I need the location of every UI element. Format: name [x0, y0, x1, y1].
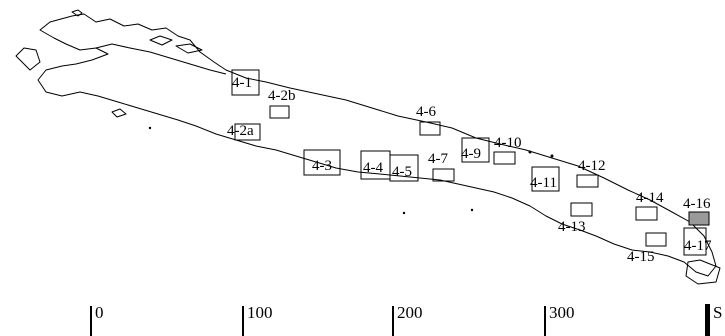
sheet-box	[683, 227, 707, 256]
sheet-box	[461, 137, 490, 163]
sheet-4-2a[interactable]: 4-2a	[227, 123, 261, 141]
sheet-box	[234, 123, 261, 141]
sheet-label: 4-17	[684, 238, 712, 254]
sheet-4-10[interactable]: 4-10	[493, 135, 522, 165]
sheet-label: 4-12	[578, 158, 606, 174]
sheet-box	[493, 151, 516, 165]
sheet-4-13[interactable]: 4-13	[558, 202, 593, 235]
sheet-label: 4-11	[530, 175, 557, 191]
islet-ne	[175, 43, 203, 54]
sheet-label: 4-2b	[268, 88, 296, 104]
island-outline	[37, 13, 717, 277]
scale-bar: 0 100 200 300 S	[90, 303, 722, 336]
sheet-box-shaded	[688, 211, 710, 226]
islet-dot	[528, 150, 532, 154]
sheet-label: 4-9	[461, 146, 481, 162]
sheet-label: 4-16	[683, 196, 711, 212]
islet-n	[149, 35, 173, 46]
islet-nw	[71, 9, 83, 17]
sheet-4-5[interactable]: 4-5	[389, 154, 419, 182]
sheet-box	[576, 174, 599, 188]
islet-se	[685, 259, 721, 285]
sheet-label: 4-4	[363, 160, 383, 176]
sheet-4-14[interactable]: 4-14	[635, 190, 664, 221]
sheet-label: 4-2a	[227, 123, 254, 139]
sheet-box	[635, 206, 658, 221]
sheet-4-15[interactable]: 4-15	[627, 232, 667, 265]
scale-label: S	[713, 303, 722, 322]
scale-label: 200	[397, 303, 423, 322]
scale-end-bar	[705, 304, 710, 336]
sheet-4-2b[interactable]: 4-2b	[268, 88, 296, 119]
scale-label: 0	[95, 303, 104, 322]
sheet-box	[645, 232, 667, 247]
sheet-label: 4-6	[416, 104, 436, 120]
sheet-label: 4-3	[312, 158, 332, 174]
scale-label: 100	[247, 303, 273, 322]
sheet-4-6[interactable]: 4-6	[416, 104, 441, 136]
inner-lagoon	[15, 47, 41, 71]
sheet-label: 4-14	[636, 190, 664, 206]
islet-dot	[550, 154, 554, 158]
sheet-4-12[interactable]: 4-12	[576, 158, 606, 188]
sheet-label: 4-5	[392, 164, 412, 180]
sheet-label: 4-15	[627, 249, 655, 265]
sheet-4-9[interactable]: 4-9	[461, 137, 490, 163]
sheet-index: 4-1 4-2a 4-2b 4-3 4-4 4-5 4-6 4-7	[227, 69, 712, 265]
sheet-label: 4-10	[494, 135, 522, 151]
sheet-box	[303, 149, 341, 176]
islet-dot	[148, 126, 152, 130]
sheet-label: 4-1	[232, 75, 252, 91]
scale-label: 300	[549, 303, 575, 322]
sheet-4-11[interactable]: 4-11	[530, 166, 560, 192]
sheet-box	[570, 202, 593, 217]
sheet-label: 4-13	[558, 219, 586, 235]
sheet-box	[432, 168, 455, 182]
sheet-4-1[interactable]: 4-1	[231, 69, 260, 96]
sheet-4-16[interactable]: 4-16	[683, 196, 711, 226]
sheet-box	[269, 105, 290, 119]
sheet-4-3[interactable]: 4-3	[303, 149, 341, 176]
sheet-box	[389, 154, 419, 182]
sheet-box	[531, 166, 560, 192]
sheet-box	[419, 121, 441, 136]
islet-w	[111, 108, 127, 118]
northern-bay	[95, 43, 227, 75]
sheet-4-17[interactable]: 4-17	[683, 227, 712, 256]
coastline	[15, 9, 721, 285]
sheet-4-7[interactable]: 4-7	[428, 151, 455, 182]
sheet-box	[231, 69, 260, 96]
islet-dot	[402, 211, 406, 215]
islet-dot	[470, 208, 474, 212]
sheet-label: 4-7	[428, 151, 448, 167]
